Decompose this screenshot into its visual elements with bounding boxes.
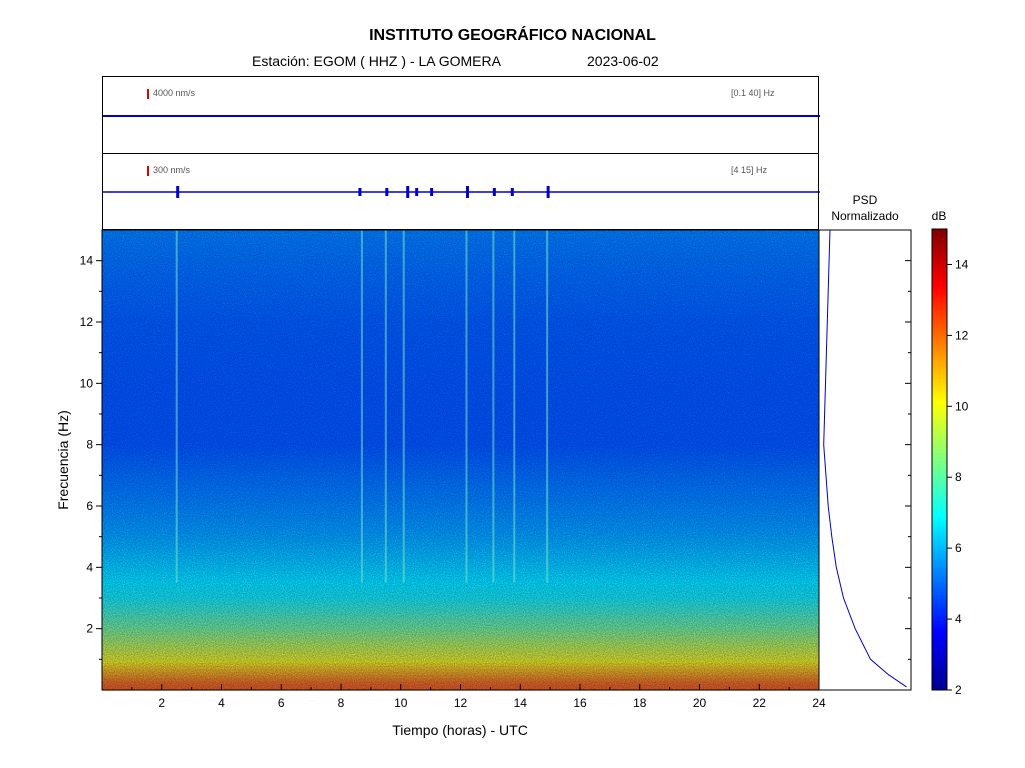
y-axis-title: Frecuencia (Hz) (55, 410, 71, 510)
y-tick-label: 6 (86, 499, 93, 513)
x-tick-label: 18 (633, 696, 647, 710)
trace-waveform-broadband (103, 115, 820, 117)
x-tick-label: 8 (338, 696, 345, 710)
x-tick-label: 24 (812, 696, 826, 710)
y-tick-label: 14 (80, 254, 94, 268)
date-label: 2023-06-02 (587, 53, 659, 69)
colorbar-tick-label: 12 (955, 328, 969, 342)
page-title: INSTITUTO GEOGRÁFICO NACIONAL (369, 27, 656, 44)
scale-label: 300 nm/s (153, 165, 191, 175)
y-tick-label: 4 (86, 560, 93, 574)
x-tick-label: 22 (753, 696, 767, 710)
colorbar-tick-label: 2 (955, 683, 962, 697)
psd-subtitle: Normalizado (831, 209, 899, 223)
x-tick-label: 20 (693, 696, 707, 710)
x-tick-label: 12 (454, 696, 468, 710)
y-axis: 2 4 6 8 10 12 14 (80, 254, 102, 660)
x-axis: 2 4 6 8 10 12 14 16 18 20 22 24 (131, 684, 826, 710)
band-label: [0.1 40] Hz (731, 88, 775, 98)
colorbar-tick-label: 8 (955, 470, 962, 484)
station-label: Estación: EGOM ( HHZ ) - LA GOMERA (252, 53, 501, 69)
psd-ticks (905, 260, 911, 660)
trace-panel-highband: 300 nm/s [4 15] Hz (102, 153, 820, 230)
trace-panel-broadband: 4000 nm/s [0.1 40] Hz (102, 76, 820, 154)
x-axis-title: Tiempo (horas) - UTC (392, 722, 528, 738)
colorbar-unit: dB (932, 209, 947, 223)
psd-title: PSD (853, 193, 878, 207)
x-tick-label: 14 (514, 696, 528, 710)
scale-marker-icon (147, 166, 149, 176)
psd-curve (823, 229, 907, 688)
psd-panel (818, 229, 912, 691)
colorbar-tick-label: 10 (955, 399, 969, 413)
x-tick-label: 2 (158, 696, 165, 710)
colorbar (931, 228, 948, 691)
colorbar-tick-label: 6 (955, 541, 962, 555)
y-tick-label: 2 (86, 622, 93, 636)
scale-label: 4000 nm/s (153, 88, 196, 98)
y-tick-label: 12 (80, 315, 94, 329)
colorbar-ticks: 2 4 6 8 10 12 14 (947, 257, 969, 697)
x-tick-label: 16 (573, 696, 587, 710)
scale-marker-icon (147, 89, 149, 99)
x-tick-label: 6 (278, 696, 285, 710)
band-label: [4 15] Hz (731, 165, 768, 175)
event-lines (175, 230, 549, 583)
y-tick-label: 8 (86, 438, 93, 452)
spectrogram-texture (102, 230, 819, 690)
y-tick-label: 10 (80, 376, 94, 390)
x-tick-label: 4 (218, 696, 225, 710)
x-tick-label: 10 (394, 696, 408, 710)
colorbar-tick-label: 14 (955, 257, 969, 271)
colorbar-tick-label: 4 (955, 612, 962, 626)
trace-waveform-highband (103, 186, 820, 198)
